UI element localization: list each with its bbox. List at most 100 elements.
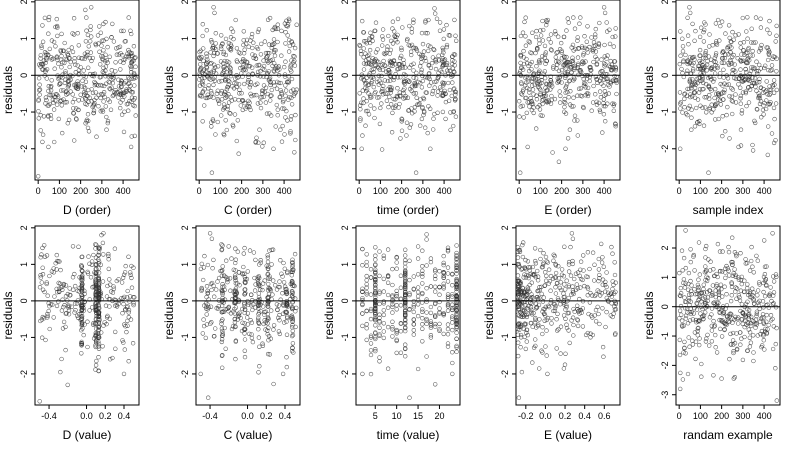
data-point xyxy=(106,257,111,262)
data-point xyxy=(88,27,93,33)
y-tick-label: 0 xyxy=(500,298,510,303)
data-point xyxy=(735,56,740,61)
data-point xyxy=(359,100,364,105)
data-point xyxy=(129,90,134,95)
data-point xyxy=(289,114,294,119)
data-point xyxy=(444,42,450,48)
data-point xyxy=(685,112,690,118)
data-point xyxy=(682,92,687,97)
data-point xyxy=(387,69,393,75)
data-point xyxy=(577,21,582,26)
data-point xyxy=(44,253,50,258)
data-point xyxy=(281,98,286,103)
data-point xyxy=(288,117,294,122)
data-point xyxy=(403,284,408,289)
data-point xyxy=(753,317,759,322)
data-point xyxy=(587,44,592,50)
data-point xyxy=(414,70,419,76)
data-point xyxy=(398,329,404,334)
data-point xyxy=(559,40,564,46)
data-point xyxy=(516,288,522,294)
data-point xyxy=(706,83,712,88)
data-point xyxy=(381,329,386,334)
data-point xyxy=(571,78,576,83)
data-point xyxy=(290,269,295,274)
data-point xyxy=(702,27,707,33)
data-point xyxy=(554,66,559,71)
data-point xyxy=(572,118,577,123)
data-point xyxy=(691,90,697,95)
data-point xyxy=(54,55,60,60)
data-point xyxy=(600,282,605,287)
data-point xyxy=(230,84,235,89)
data-point xyxy=(769,131,775,136)
x-tick-label: 0.6 xyxy=(598,411,611,421)
data-point xyxy=(90,104,95,109)
data-point xyxy=(215,88,220,93)
data-point xyxy=(114,52,120,57)
data-point xyxy=(563,73,569,79)
data-point xyxy=(519,267,524,272)
data-point xyxy=(220,70,225,75)
data-point xyxy=(256,327,261,332)
data-point xyxy=(256,320,261,325)
data-point xyxy=(757,79,762,85)
data-point xyxy=(204,304,209,309)
data-point xyxy=(692,287,697,292)
data-point xyxy=(226,100,232,105)
data-point xyxy=(604,72,610,77)
data-point xyxy=(274,302,280,307)
data-point xyxy=(743,89,748,94)
data-point xyxy=(544,82,550,87)
data-point xyxy=(707,343,712,348)
data-point xyxy=(695,333,700,338)
data-point xyxy=(589,35,594,40)
data-point xyxy=(262,312,267,317)
data-point xyxy=(428,259,434,265)
data-point xyxy=(752,81,757,86)
data-point xyxy=(546,303,551,309)
data-point xyxy=(290,260,295,265)
data-point xyxy=(710,283,716,288)
x-tick-label: 0 xyxy=(197,186,202,196)
data-point xyxy=(412,109,417,114)
data-point xyxy=(249,31,255,37)
data-point xyxy=(233,305,239,310)
data-point xyxy=(102,320,107,325)
data-point xyxy=(290,306,295,312)
data-point xyxy=(357,91,362,96)
data-point xyxy=(199,288,204,293)
data-point xyxy=(255,81,260,86)
data-point xyxy=(38,113,43,118)
data-point xyxy=(251,55,256,61)
data-point xyxy=(723,275,728,281)
data-point xyxy=(738,96,743,101)
data-point xyxy=(445,249,451,254)
data-point xyxy=(85,271,91,276)
data-point xyxy=(734,296,739,301)
data-point xyxy=(552,308,558,313)
y-tick-label: -1 xyxy=(660,332,670,340)
data-point xyxy=(552,29,558,34)
data-point xyxy=(716,286,721,291)
data-point xyxy=(108,282,113,287)
data-point xyxy=(258,100,263,105)
data-point xyxy=(87,308,92,313)
data-point xyxy=(100,109,106,114)
data-point xyxy=(403,314,408,319)
data-point xyxy=(47,46,52,52)
data-point xyxy=(722,87,727,93)
data-point xyxy=(81,332,86,338)
data-point xyxy=(249,93,254,99)
data-point xyxy=(593,32,598,37)
data-point xyxy=(265,266,271,271)
data-point xyxy=(437,285,442,290)
data-point xyxy=(731,37,736,42)
data-point xyxy=(204,284,210,289)
data-point xyxy=(593,292,599,297)
data-point xyxy=(709,65,714,71)
data-point xyxy=(242,81,247,87)
data-point xyxy=(127,98,132,104)
data-point xyxy=(373,315,378,320)
